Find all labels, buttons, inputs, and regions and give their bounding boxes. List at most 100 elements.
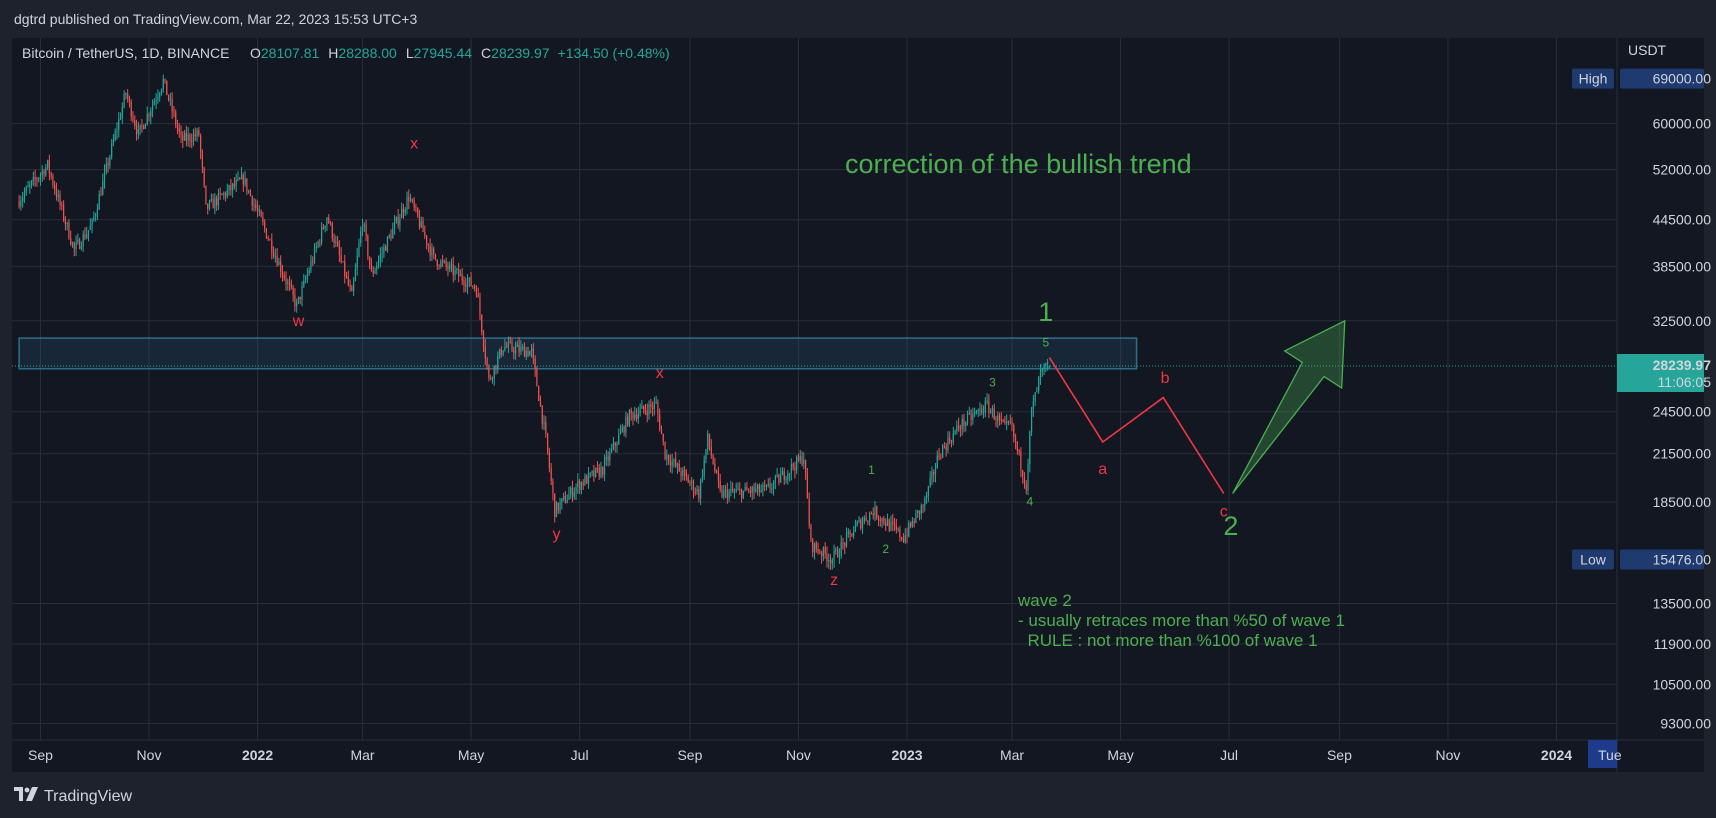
candle <box>425 235 428 250</box>
abc-projection-path[interactable] <box>1048 357 1225 494</box>
high-value-badge <box>1620 68 1704 89</box>
candle <box>563 492 565 502</box>
candle <box>447 261 449 277</box>
candle <box>564 491 566 504</box>
candle <box>116 122 118 140</box>
wave-label[interactable]: x <box>410 136 418 153</box>
candle <box>244 170 246 187</box>
candle <box>858 516 860 524</box>
wave-label[interactable]: 2 <box>1223 511 1238 541</box>
candle <box>853 526 855 539</box>
candle <box>703 455 705 481</box>
candle <box>525 346 527 360</box>
candle <box>452 256 454 283</box>
candle <box>176 119 179 135</box>
candle <box>548 447 550 473</box>
candle <box>296 298 298 313</box>
candle <box>440 259 442 269</box>
candle <box>840 535 842 559</box>
candle <box>271 233 273 260</box>
candle <box>1025 480 1027 495</box>
candle <box>324 225 326 233</box>
wave-label[interactable]: a <box>1098 461 1107 478</box>
candle <box>402 203 405 219</box>
wave-label[interactable]: y <box>552 526 560 543</box>
candle <box>1043 363 1045 376</box>
candle <box>772 480 775 496</box>
candle <box>545 416 547 438</box>
candle <box>776 467 778 478</box>
time-axis[interactable]: Sep Nov 2022 Mar May Jul Sep Nov 2023 Mar May Jul Se… <box>28 740 1622 768</box>
candle <box>255 198 257 212</box>
candle <box>367 234 369 261</box>
candle <box>975 409 978 415</box>
x-tick-label: Nov <box>1436 747 1461 763</box>
candle <box>716 469 718 474</box>
candle <box>385 244 387 252</box>
candle <box>326 216 328 231</box>
candle <box>680 467 682 482</box>
candle <box>648 400 650 420</box>
note-line-1: wave 2 <box>1017 591 1072 610</box>
candle <box>885 518 887 532</box>
candle <box>762 482 764 497</box>
y-tick-label: 32500.00 <box>1653 313 1712 329</box>
candle <box>221 193 223 196</box>
candle <box>57 189 59 203</box>
candle <box>507 336 510 353</box>
candle <box>701 469 703 483</box>
wave-label[interactable]: 3 <box>989 375 996 389</box>
candle <box>847 528 849 538</box>
candle <box>1009 414 1011 425</box>
candle <box>733 488 736 499</box>
resistance-zone-box[interactable] <box>18 337 1138 370</box>
wave-label[interactable]: 1 <box>868 463 875 477</box>
wave-label[interactable]: c <box>1220 503 1228 520</box>
candle <box>102 173 104 196</box>
wave-label[interactable]: z <box>830 572 838 589</box>
grid <box>12 38 1617 740</box>
candle <box>555 501 558 518</box>
candle <box>605 449 607 466</box>
candle <box>577 473 579 494</box>
candle <box>767 478 769 488</box>
wave-2-note[interactable]: wave 2 - usually retraces more than %50 … <box>0 0 1369 650</box>
candle <box>240 166 243 180</box>
candle <box>242 172 244 193</box>
price-axis[interactable]: 60000.00 52000.00 44500.00 38500.00 32500.00… <box>1572 68 1712 732</box>
candle <box>803 452 805 470</box>
candle <box>436 259 438 270</box>
candle <box>73 241 75 257</box>
candle <box>482 330 485 352</box>
x-tick-label: Mar <box>350 747 374 763</box>
candle <box>595 467 597 478</box>
candle <box>333 233 335 248</box>
candle <box>664 441 666 461</box>
candle <box>79 237 81 250</box>
wave-label[interactable]: b <box>1161 370 1170 387</box>
resistance-zone <box>18 337 1138 370</box>
wave-label[interactable]: 2 <box>882 542 889 556</box>
chart-title-annotation[interactable]: correction of the bullish trend <box>845 149 1192 179</box>
wave-label[interactable]: x <box>656 365 664 382</box>
wave-label[interactable]: 1 <box>1038 297 1053 327</box>
bullish-projection-arrow[interactable] <box>1232 319 1346 494</box>
x-tick-label: Sep <box>28 747 53 763</box>
y-tick-label: 21500.00 <box>1653 446 1712 462</box>
candle <box>943 442 945 449</box>
candle <box>337 236 339 248</box>
candle <box>586 474 588 485</box>
wave-label[interactable]: 5 <box>1042 336 1049 350</box>
candle <box>182 131 184 149</box>
candle <box>774 474 776 490</box>
wave-label[interactable]: w <box>292 313 305 330</box>
candle <box>904 528 906 544</box>
candle <box>178 123 180 138</box>
wave-label[interactable]: 4 <box>1026 495 1033 509</box>
candle <box>890 515 892 532</box>
candle <box>888 518 890 533</box>
low-value-badge <box>1620 549 1704 570</box>
candle <box>393 214 396 235</box>
